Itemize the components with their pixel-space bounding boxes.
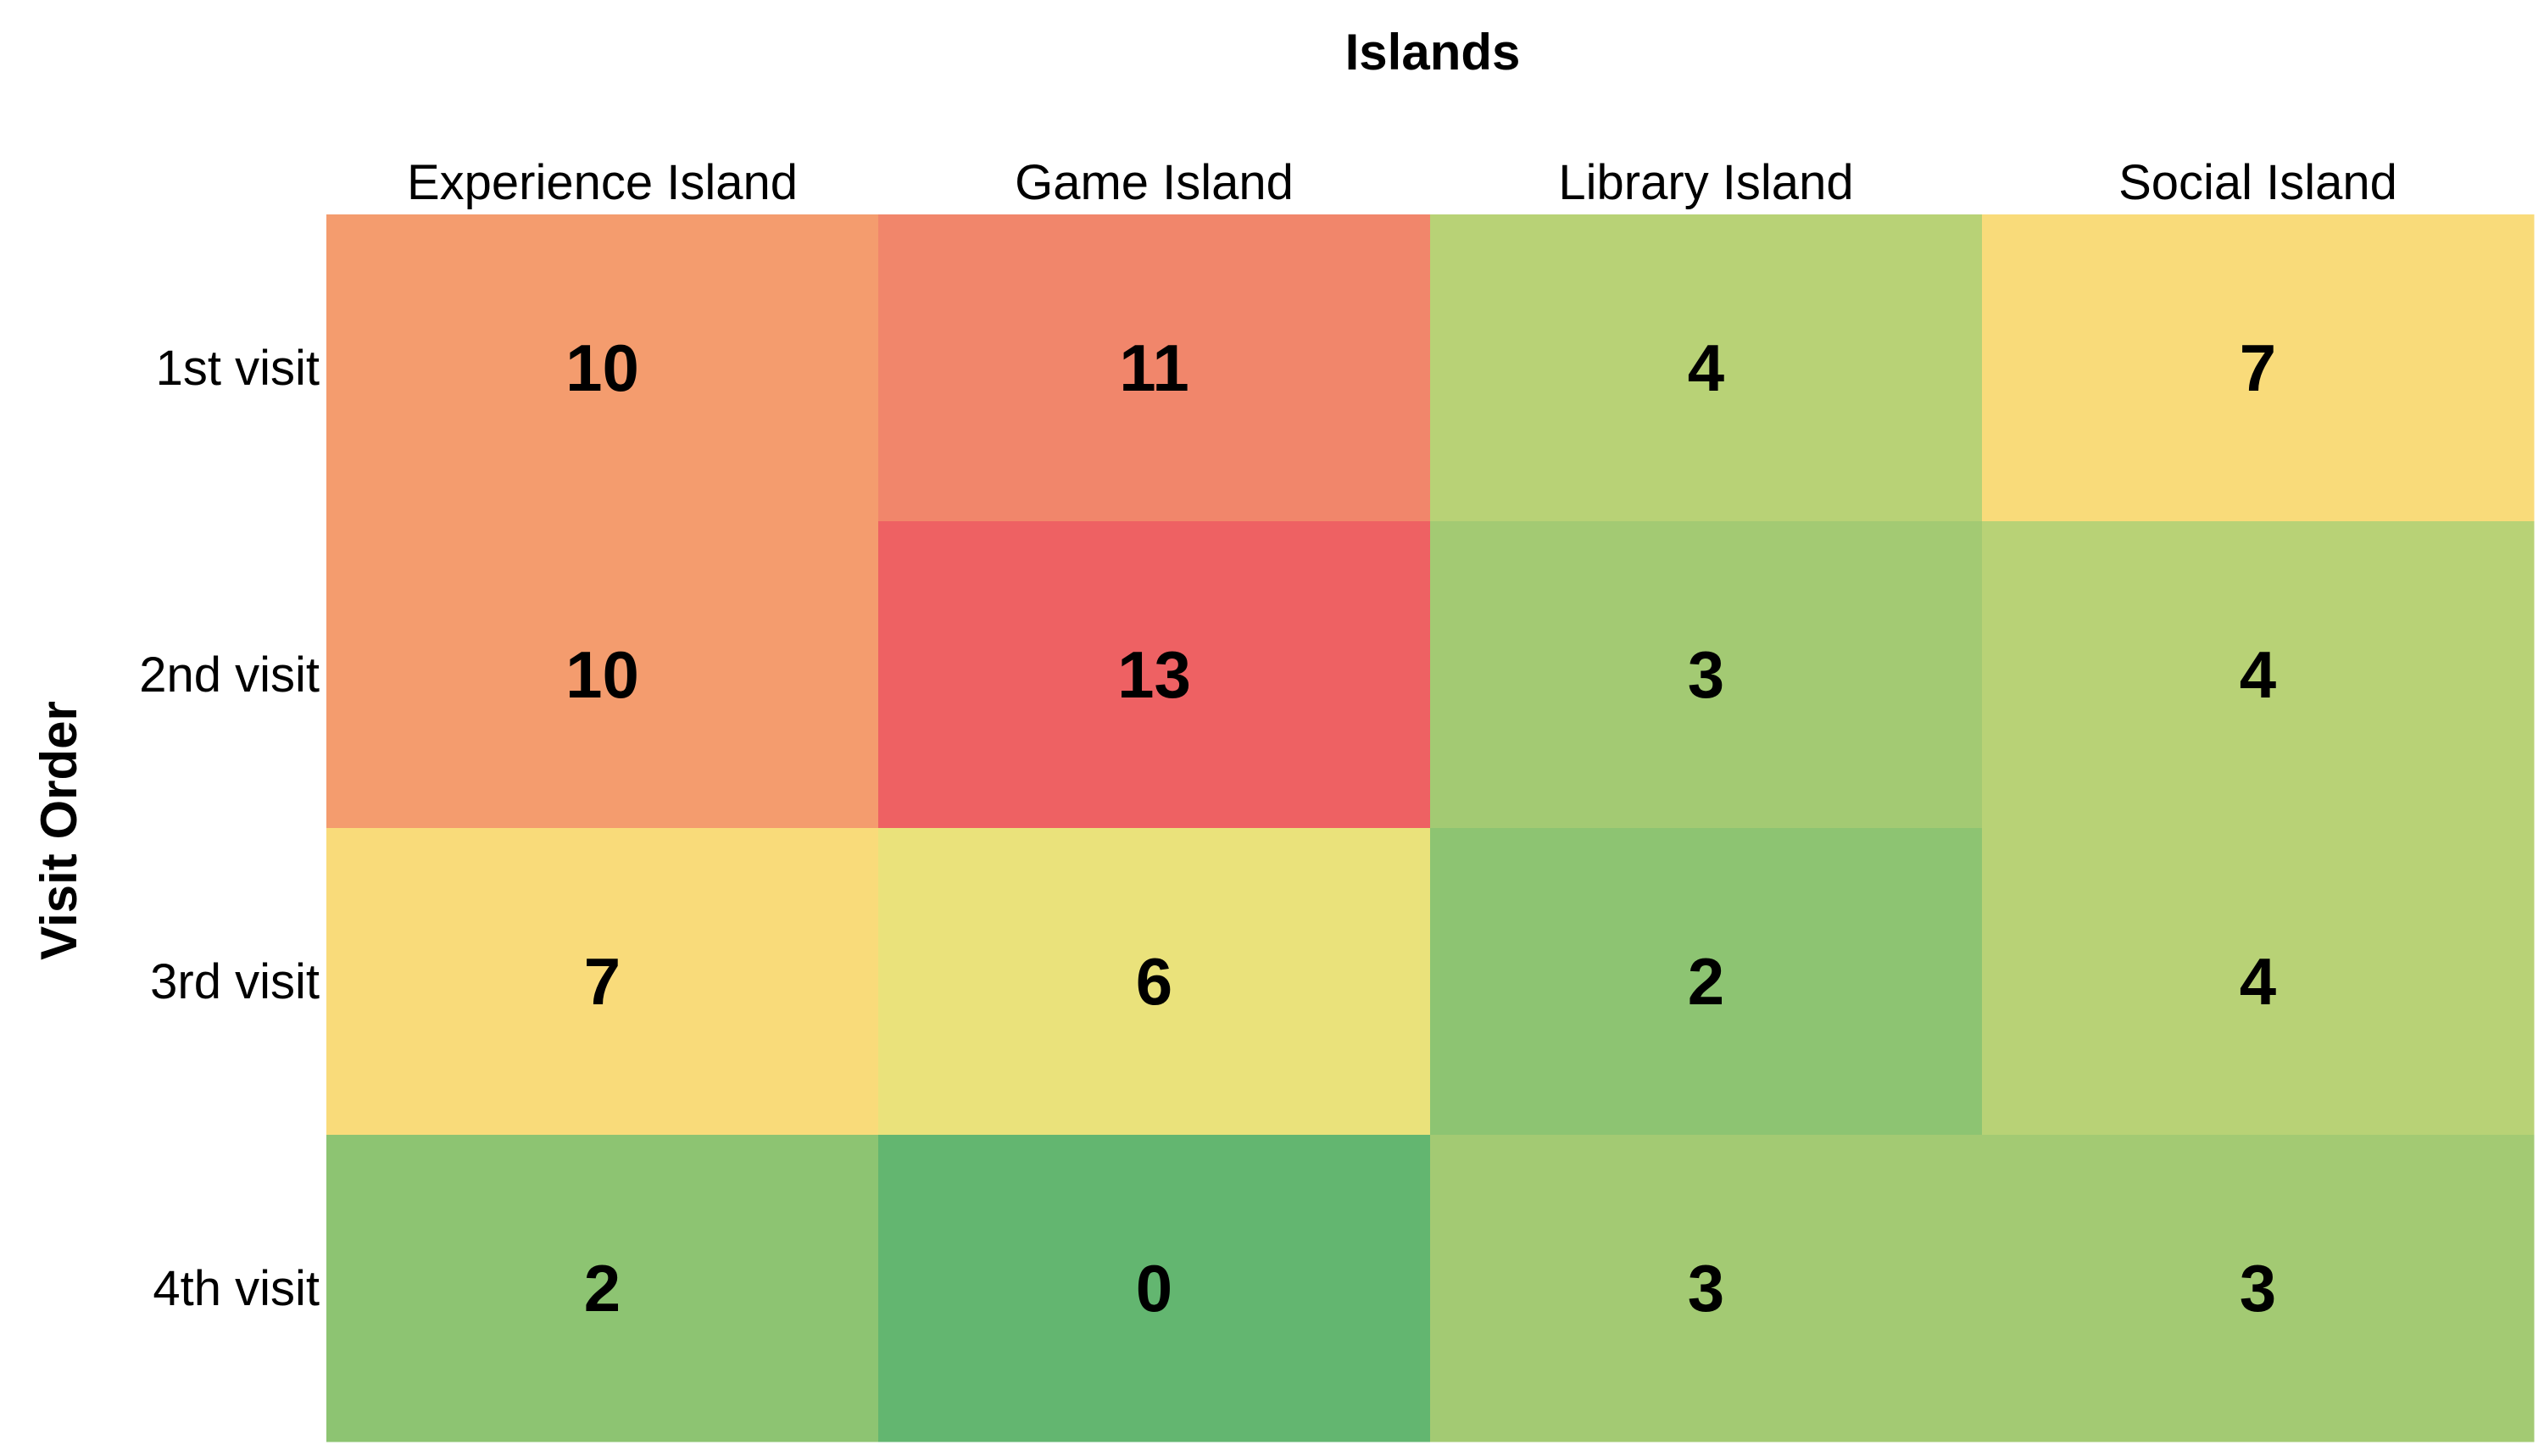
heatmap-cell [1982,828,2535,1136]
cell-value-label: 2 [1688,944,1724,1019]
cell-value-label: 7 [2240,331,2276,405]
cell-value-label: 7 [584,944,621,1019]
cell-value-label: 2 [584,1251,621,1325]
row-tick-label: 2nd visit [139,647,320,703]
heatmap-cell [878,214,1431,522]
cell-value-label: 13 [1117,637,1191,712]
x-axis-title: Islands [1345,24,1521,81]
cell-value-label: 3 [2240,1251,2276,1325]
heatmap-cell [878,828,1431,1136]
column-labels: Experience Island Game Island Library Isla… [407,155,2397,210]
cell-value-label: 4 [2240,944,2276,1019]
heatmap-cell [1430,1135,1983,1442]
heatmap-cell [878,1135,1431,1442]
heatmap-cell [1430,521,1983,829]
heatmap-cell [1982,214,2535,522]
column-tick-label: Library Island [1558,155,1853,210]
cell-value-label: 4 [2240,637,2276,712]
cell-value-label: 0 [1136,1251,1172,1325]
heatmap-cell [1982,521,2535,829]
heatmap-cell [878,521,1431,829]
cell-value-label: 3 [1688,637,1724,712]
cell-value-label: 4 [1688,331,1724,405]
heatmap-cell [326,828,879,1136]
row-labels: 1st visit 2nd visit 3rd visit 4th visit [139,341,320,1316]
heatmap-cell [326,1135,879,1442]
column-tick-label: Experience Island [407,155,798,210]
row-tick-label: 1st visit [156,341,320,396]
cell-value-label: 11 [1119,331,1188,405]
heatmap-cell [326,521,879,829]
cell-value-label: 3 [1688,1251,1724,1325]
cell-value-label: 6 [1136,944,1172,1019]
column-tick-label: Social Island [2118,155,2397,210]
heatmap-cells: 10 11 4 7 10 13 3 4 7 6 2 4 2 0 3 3 [326,214,2535,1442]
heatmap-cell [1430,828,1983,1136]
cell-value-label: 10 [565,331,639,405]
column-tick-label: Game Island [1015,155,1294,210]
heatmap-cell [1982,1135,2535,1442]
heatmap-cell [326,214,879,522]
cell-value-label: 10 [565,637,639,712]
row-tick-label: 3rd visit [150,954,320,1009]
row-tick-label: 4th visit [153,1261,320,1316]
y-axis-title: Visit Order [31,701,87,960]
heatmap-cell [1430,214,1983,522]
